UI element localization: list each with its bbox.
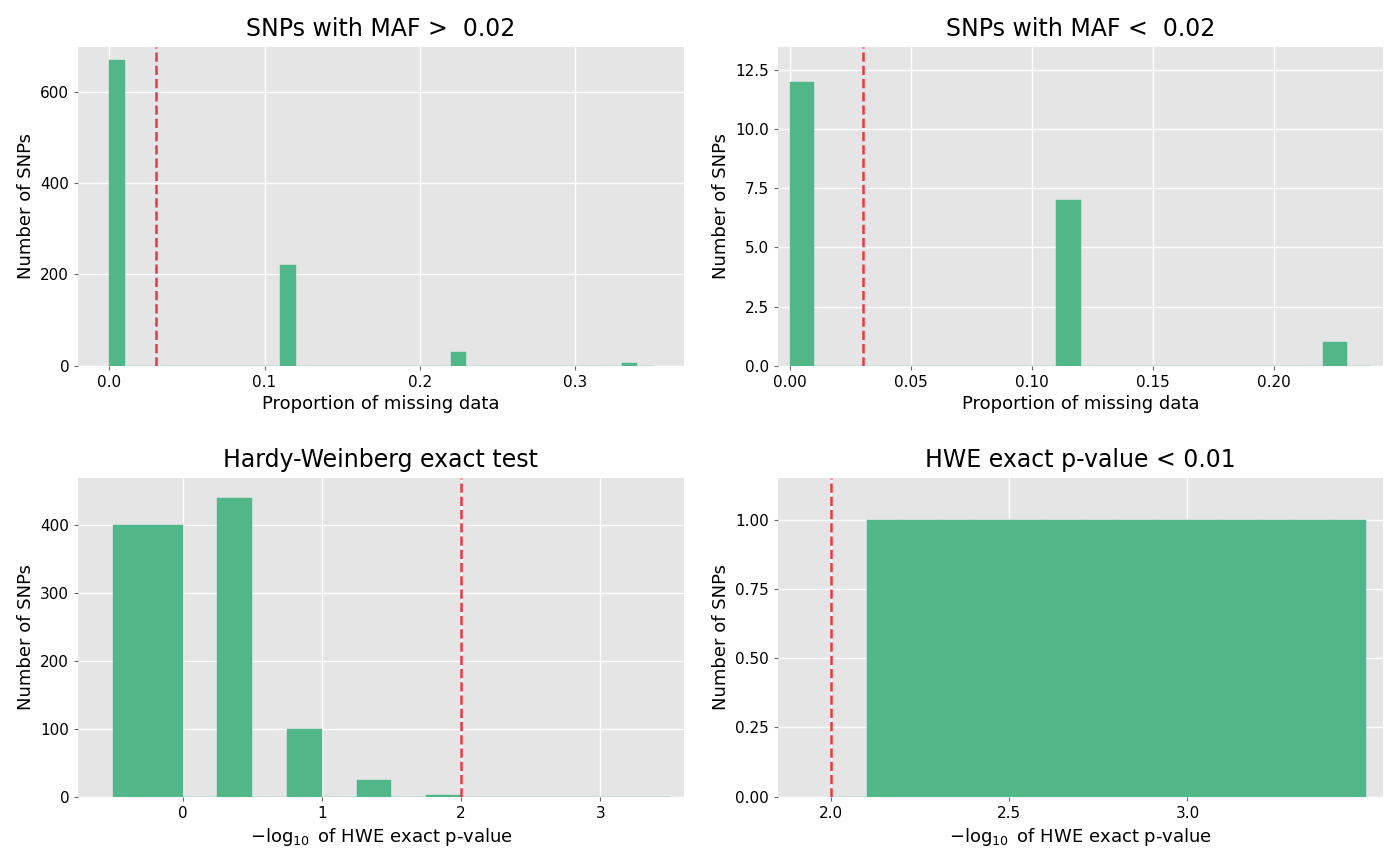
X-axis label: Proportion of missing data: Proportion of missing data (262, 395, 500, 413)
Bar (903, 520, 938, 797)
Bar (1057, 201, 1081, 366)
Bar (974, 520, 1009, 797)
Bar (287, 729, 322, 797)
Bar (1323, 342, 1347, 366)
Bar (867, 520, 903, 797)
Bar (1224, 520, 1259, 797)
Title: SNPs with MAF <  0.02: SNPs with MAF < 0.02 (946, 16, 1215, 41)
X-axis label: $-\log_{10}$ of HWE exact p-value: $-\log_{10}$ of HWE exact p-value (249, 826, 512, 849)
Title: Hardy-Weinberg exact test: Hardy-Weinberg exact test (224, 448, 539, 472)
Bar (426, 796, 461, 797)
Bar (113, 525, 182, 797)
Y-axis label: Number of SNPs: Number of SNPs (711, 133, 729, 279)
Bar (109, 61, 125, 366)
Bar (1044, 520, 1081, 797)
Bar (1116, 520, 1152, 797)
Bar (357, 779, 392, 797)
Bar (1259, 520, 1294, 797)
Bar (938, 520, 974, 797)
Bar (217, 498, 252, 797)
Bar (1081, 520, 1116, 797)
Title: SNPs with MAF >  0.02: SNPs with MAF > 0.02 (246, 16, 515, 41)
Y-axis label: Number of SNPs: Number of SNPs (17, 133, 35, 279)
Bar (1009, 520, 1044, 797)
X-axis label: $-\log_{10}$ of HWE exact p-value: $-\log_{10}$ of HWE exact p-value (949, 826, 1212, 849)
Bar (1294, 520, 1330, 797)
Bar (1187, 520, 1224, 797)
Bar (790, 82, 815, 366)
Y-axis label: Number of SNPs: Number of SNPs (17, 564, 35, 710)
X-axis label: Proportion of missing data: Proportion of missing data (962, 395, 1200, 413)
Bar (1330, 520, 1365, 797)
Bar (622, 363, 637, 366)
Bar (1152, 520, 1187, 797)
Bar (280, 266, 295, 366)
Bar (451, 352, 466, 366)
Y-axis label: Number of SNPs: Number of SNPs (711, 564, 729, 710)
Title: HWE exact p-value < 0.01: HWE exact p-value < 0.01 (925, 448, 1236, 472)
